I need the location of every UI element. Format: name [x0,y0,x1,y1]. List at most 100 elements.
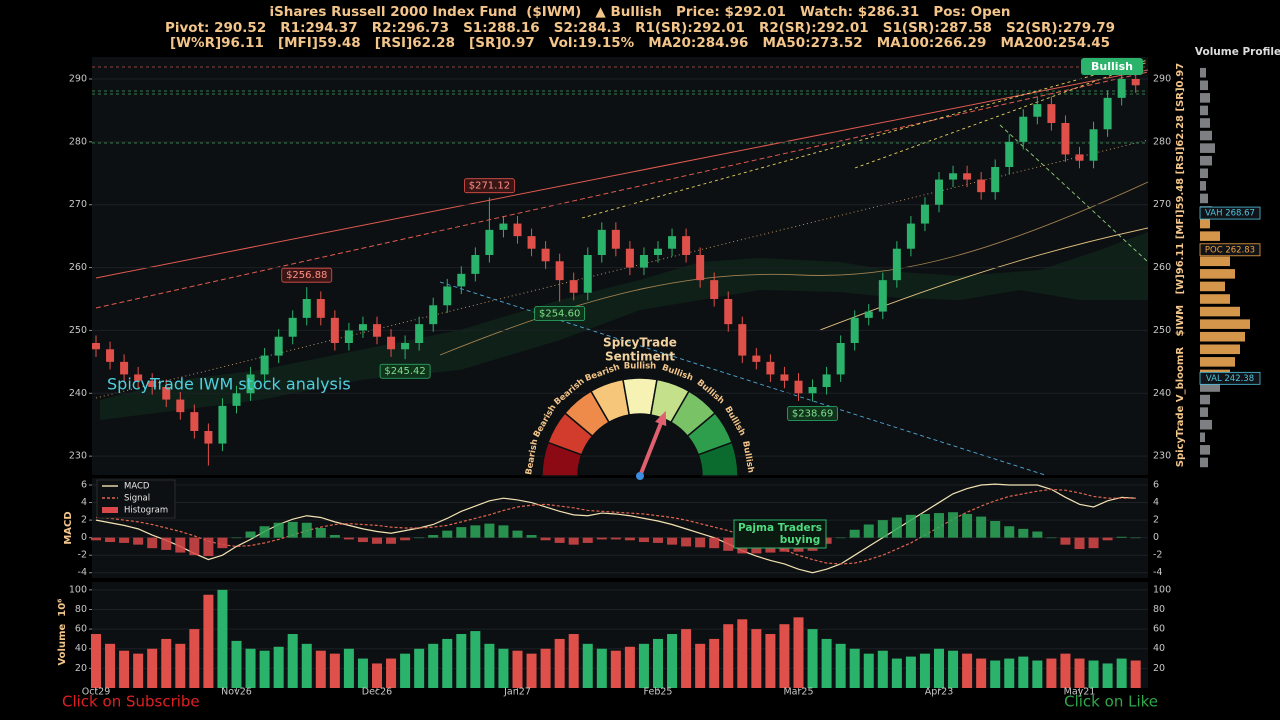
candle-body [696,255,705,281]
profile-bar [1200,269,1235,279]
profile-bar [1200,294,1230,304]
candle-body [190,412,199,431]
x-tick-label: Dec26 [362,687,392,698]
annotation-box [733,519,827,549]
volume-bar [962,653,973,688]
volume-bar [1088,660,1099,688]
candle-body [1047,104,1056,123]
candle-body [1117,79,1126,98]
y-tick-label: 6 [81,480,87,491]
candle-body [1131,79,1140,86]
volume-bar [189,629,200,688]
y-tick-label: 240 [69,388,87,399]
candle-body [330,317,339,343]
like-link[interactable]: Click on Like [1064,693,1158,711]
candle-body [949,173,958,180]
profile-marker [1199,371,1261,385]
volume-bar [512,650,523,688]
candle-body [106,349,115,362]
volume-bar [105,643,116,688]
candle-body [822,374,831,387]
volume-bar [863,653,874,688]
volume-bar [709,638,720,688]
x-tick-label: Jan27 [503,687,531,698]
x-tick-label: May21 [1064,687,1096,698]
histogram-bar [976,516,987,538]
volume-bar [217,589,228,688]
candle-body [316,299,325,318]
candle-body [668,236,677,249]
histogram-bar [891,517,902,538]
candle-body [906,223,915,249]
histogram-bar [386,537,397,544]
candle-body [302,299,311,318]
profile-bar [1200,105,1208,116]
y-tick-label-right: 40 [1153,643,1165,654]
y-tick-label: 0 [81,532,87,543]
candle-body [836,343,845,375]
histogram-bar [638,537,649,543]
volume-bar [315,650,326,688]
histogram-bar [161,537,172,550]
volume-bar [1130,660,1141,688]
pivot-label: $245.42 [384,366,425,377]
histogram-bar [554,537,565,543]
candle-body [148,380,157,387]
badge: Bullish [1091,60,1133,73]
candle-body [794,380,803,394]
profile-marker-label: VAH 268.67 [1205,209,1255,219]
histogram-bar [484,523,495,538]
y-tick-label-right: 240 [1153,388,1171,399]
profile-bar [1200,419,1212,430]
profile-bar [1200,181,1206,191]
volume-bar [624,646,635,688]
histogram-bar [245,531,256,538]
histogram-bar [498,525,509,538]
y-tick-label: -2 [78,550,87,561]
x-tick-label: Apr23 [925,687,954,698]
trend-line [854,61,1149,169]
candle-body [878,280,887,312]
candle-body [358,324,367,331]
histogram-bar [1032,531,1043,538]
histogram-bar [624,537,635,541]
candle-body [92,343,100,350]
subscribe-link[interactable]: Click on Subscribe [62,693,200,711]
volume-bar [976,658,987,688]
histogram-bar [863,524,874,538]
volume-bar [357,658,368,688]
y-tick-label-right: 260 [1153,262,1171,273]
volume-bar [849,648,860,688]
volume-bar [596,648,607,688]
candle-body [443,286,452,306]
pivot-box [379,363,431,379]
candle-body [1033,104,1042,117]
candle-body [963,173,972,180]
profile-bar [1200,155,1212,166]
histogram-bar [1102,537,1113,541]
candle-body [625,248,634,268]
candle-body [373,324,381,337]
histogram-bar [610,537,621,540]
trend-line [95,139,1149,399]
volume-bar [1004,658,1015,688]
histogram-bar [1018,528,1029,538]
histogram-bar [821,537,832,544]
gauge-needle-head [655,410,667,427]
gauge-segment [697,441,739,477]
y-tick-label: 290 [69,74,87,85]
histogram-bar [343,537,354,540]
candle-body [583,255,592,293]
profile-bar [1200,118,1210,128]
volume-bar [484,643,495,688]
volume-bar [1018,656,1029,688]
candle-body [429,305,438,325]
histogram-bar [512,530,523,538]
histogram-bar [147,537,158,549]
profile-marker-label: VAL 242.38 [1206,374,1254,384]
profile-bar [1200,193,1208,204]
y-tick-label-right: 100 [1153,584,1171,595]
y-tick-label-right: 250 [1153,325,1171,336]
trend-line [95,71,1149,309]
volume-bar [540,648,551,688]
